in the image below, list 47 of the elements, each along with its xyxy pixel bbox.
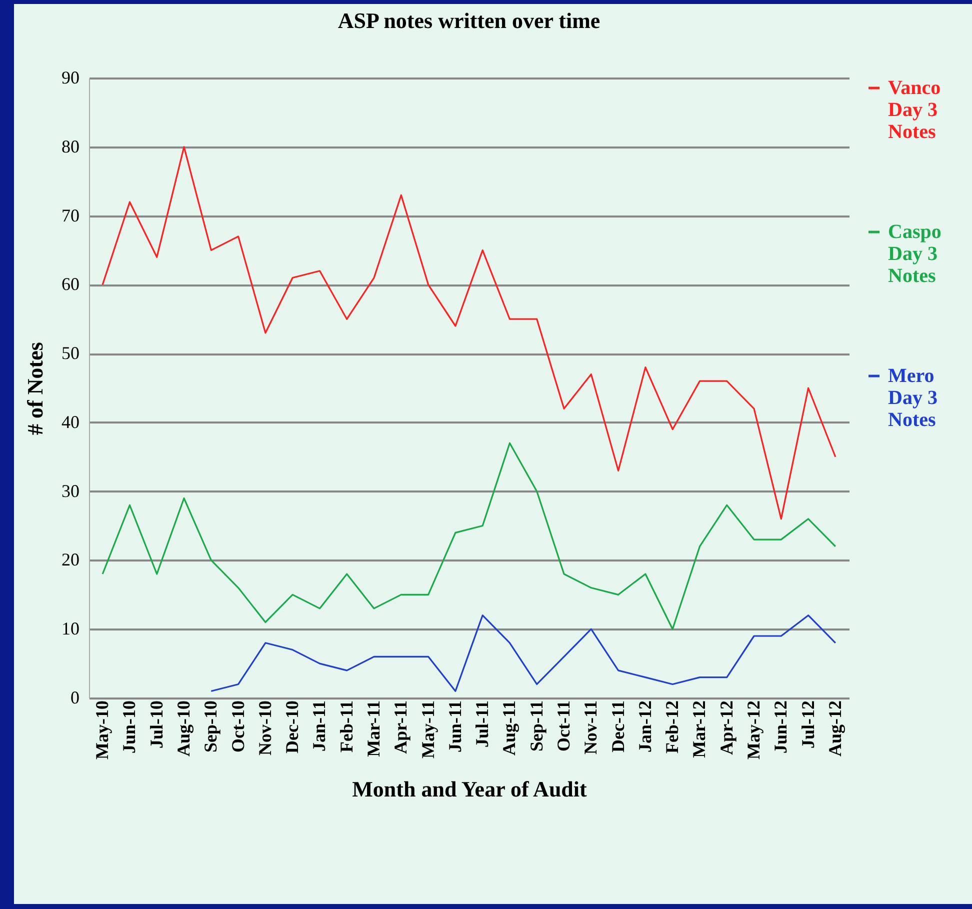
x-tick-label: May-11 bbox=[418, 700, 438, 758]
y-tick-label: 90 bbox=[62, 68, 80, 88]
legend-label: Mero Day 3 Notes bbox=[888, 365, 938, 431]
x-tick-label: Jun-10 bbox=[119, 700, 140, 754]
y-tick-label: 0 bbox=[70, 688, 80, 708]
x-tick-label: Oct-10 bbox=[228, 700, 248, 752]
x-tick-label: Feb-11 bbox=[336, 700, 356, 752]
x-tick-label: Aug-10 bbox=[174, 700, 194, 757]
x-tick-label: Jul-10 bbox=[146, 700, 166, 749]
x-tick-label: Dec-10 bbox=[282, 700, 302, 754]
x-tick-label: Apr-11 bbox=[390, 700, 411, 754]
y-tick-label: 60 bbox=[62, 274, 80, 294]
y-tick-label: 70 bbox=[62, 205, 80, 226]
x-tick-label: Nov-11 bbox=[580, 700, 601, 754]
y-tick-label: 80 bbox=[62, 136, 80, 156]
x-tick-label: Nov-10 bbox=[254, 700, 275, 756]
x-tick-label: Jul-11 bbox=[472, 700, 492, 748]
x-tick-label: Mar-12 bbox=[689, 700, 710, 758]
y-tick-label: 20 bbox=[62, 550, 80, 570]
x-tick-label: Jan-12 bbox=[634, 700, 655, 753]
x-tick-label: Jan-11 bbox=[309, 700, 330, 752]
line-series bbox=[102, 146, 836, 520]
line-series bbox=[102, 442, 836, 630]
y-tick-label: 30 bbox=[62, 480, 80, 501]
x-tick-label: Jun-11 bbox=[444, 700, 465, 753]
x-tick-label: Aug-11 bbox=[499, 700, 520, 756]
x-tick-label: Apr-12 bbox=[716, 700, 736, 755]
x-tick-label: Jun-12 bbox=[770, 700, 791, 754]
line-series bbox=[210, 614, 836, 692]
y-tick-label: 10 bbox=[62, 618, 80, 639]
x-tick-label: Jul-12 bbox=[798, 700, 818, 749]
legend-label: Caspo Day 3 Notes bbox=[888, 221, 942, 287]
x-tick-label: May-12 bbox=[744, 700, 764, 760]
x-tick-label: Feb-12 bbox=[662, 700, 682, 754]
x-tick-label: Mar-11 bbox=[364, 700, 384, 757]
x-tick-label: Oct-11 bbox=[554, 700, 574, 752]
y-tick-label: 50 bbox=[62, 343, 80, 364]
y-tick-label: 40 bbox=[62, 412, 80, 432]
x-tick-label: Aug-12 bbox=[824, 700, 845, 757]
x-tick-label: May-10 bbox=[92, 700, 112, 760]
x-tick-label: Sep-11 bbox=[526, 700, 546, 752]
y-axis-title: # of Notes bbox=[22, 342, 48, 435]
x-tick-label: Sep-10 bbox=[200, 700, 221, 753]
legend-label: Vanco Day 3 Notes bbox=[888, 77, 941, 143]
x-axis-title: Month and Year of Audit bbox=[352, 776, 588, 802]
chart-title: ASP notes written over time bbox=[338, 8, 600, 33]
x-tick-label: Dec-11 bbox=[608, 700, 628, 752]
